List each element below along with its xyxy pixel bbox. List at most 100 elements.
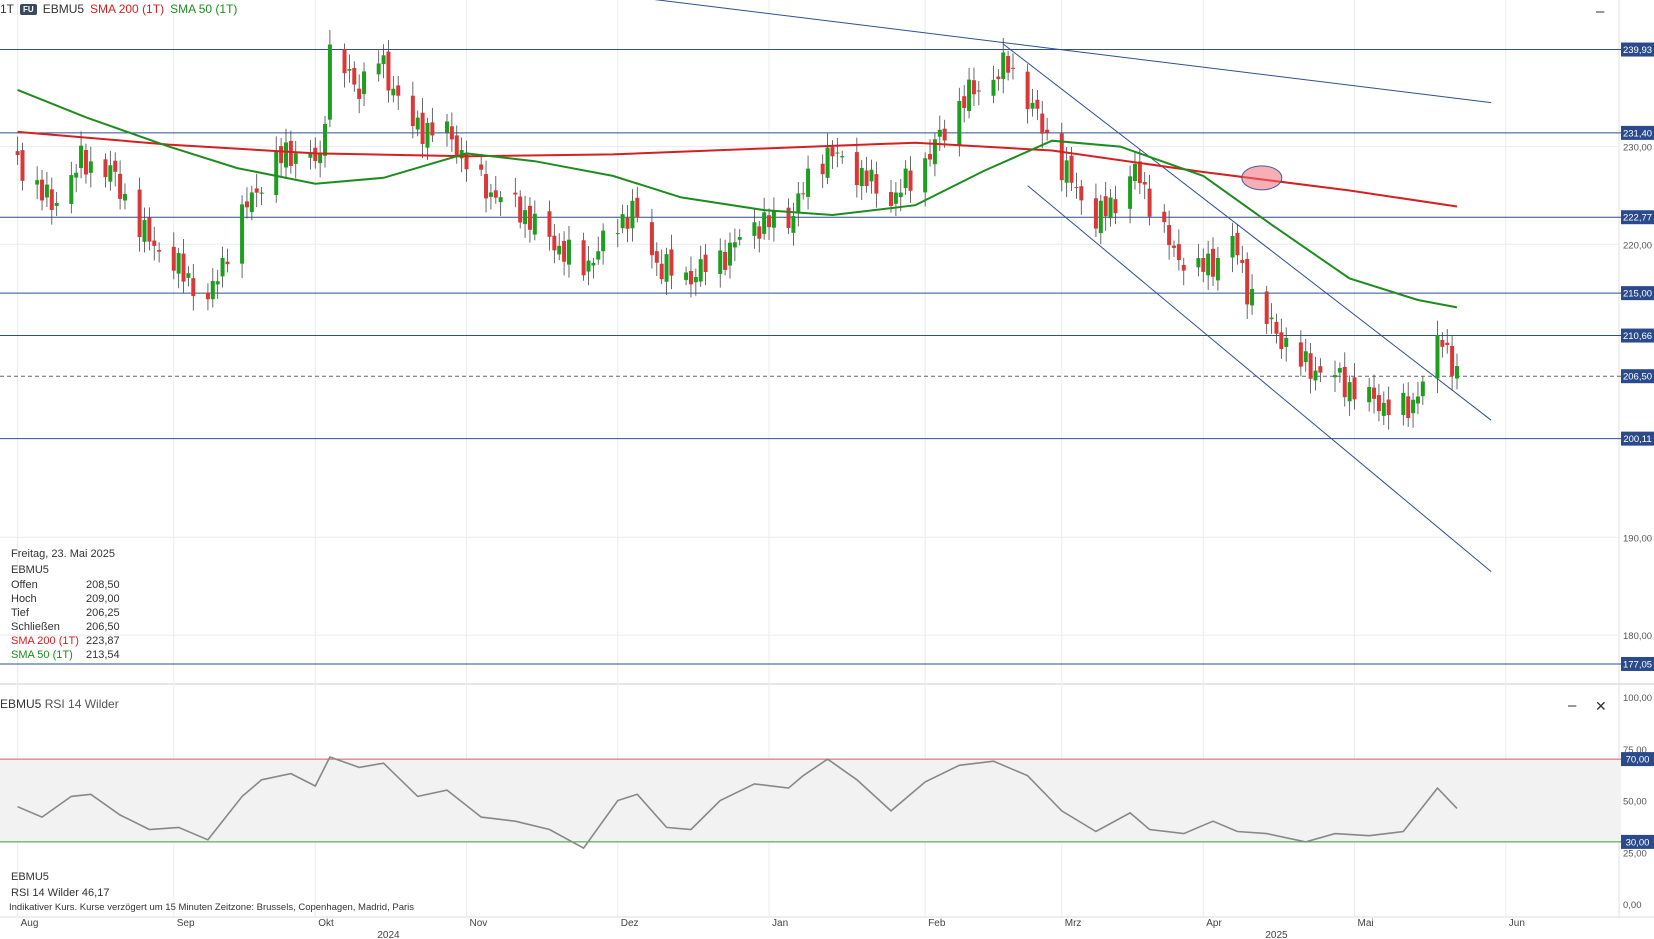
candle-body <box>410 95 415 127</box>
candle-body <box>420 112 425 144</box>
candle-body <box>425 122 430 148</box>
candle-body <box>249 192 254 213</box>
level-badge-label: 231,40 <box>1623 128 1652 139</box>
candle-body <box>523 210 528 225</box>
candle-body <box>1132 163 1137 181</box>
info-date: Freitag, 23. Mai 2025 <box>11 548 115 560</box>
candle-body <box>171 246 176 271</box>
candle-body <box>615 233 620 235</box>
candle-body <box>625 217 630 229</box>
candle-body <box>381 55 386 65</box>
candle-body <box>1450 345 1455 376</box>
candle-body <box>1215 257 1220 281</box>
candle-body <box>1040 113 1045 134</box>
candle-body <box>1142 181 1147 185</box>
level-badge-label: 215,00 <box>1623 289 1652 300</box>
candle-body <box>737 236 742 240</box>
trendline <box>654 0 1492 104</box>
candle-body <box>1250 288 1255 306</box>
level-badge <box>1621 42 1654 57</box>
close-rsi-button[interactable]: ✕ <box>1595 698 1607 714</box>
candle-body <box>347 69 352 71</box>
level-badge-label: 222,77 <box>1623 213 1652 224</box>
rsi-info-value: RSI 14 Wilder 46,17 <box>11 887 110 899</box>
candle-body <box>1045 129 1050 133</box>
rsi-lower-badge <box>1621 834 1654 849</box>
candle-body <box>210 281 215 300</box>
candle-body <box>1030 102 1035 109</box>
rsi-tick-label: 0,00 <box>1623 900 1642 911</box>
candle-body <box>1269 317 1274 320</box>
candle-body <box>484 174 489 199</box>
candle-body <box>1445 342 1450 345</box>
month-label-jan: Jan <box>772 918 788 929</box>
candle-body <box>1401 392 1406 415</box>
candle-body <box>362 71 367 95</box>
candle-body <box>908 170 913 191</box>
candle-body <box>669 249 674 276</box>
candle-body <box>69 175 74 204</box>
source-badge: FU <box>20 3 37 15</box>
sma200-legend[interactable]: SMA 200 (1T) <box>90 2 165 16</box>
price-tick-label: 180,00 <box>1623 631 1652 642</box>
minimize-main-button[interactable]: – <box>1596 3 1605 20</box>
candle-body <box>1274 321 1279 334</box>
candle-body <box>40 179 45 201</box>
candle-body <box>244 201 249 208</box>
candle-body <box>1284 337 1289 347</box>
candle-body <box>703 254 708 273</box>
month-label-jun: Jun <box>1509 918 1525 929</box>
candle-body <box>664 254 669 282</box>
candle-body <box>205 292 210 300</box>
info-row-open: Offen 208,50 <box>11 579 120 591</box>
candle-body <box>118 173 123 199</box>
candle-body <box>864 170 869 187</box>
candle-body <box>527 205 532 230</box>
candle-body <box>654 251 659 263</box>
candle-body <box>147 217 152 242</box>
level-badge-label: 210,66 <box>1623 331 1652 342</box>
candle-body <box>1025 71 1030 110</box>
candle-body <box>1264 291 1269 324</box>
rsi-tick-label: 50,00 <box>1623 797 1647 808</box>
candle-body <box>1313 370 1318 381</box>
candle-body <box>620 214 625 229</box>
candle-body <box>54 202 59 206</box>
year-label-2024: 2024 <box>377 930 400 939</box>
candle-body <box>1352 377 1357 400</box>
candle-body <box>659 263 664 280</box>
candle-body <box>122 193 127 201</box>
candle-body <box>445 121 450 133</box>
candle-body <box>1001 52 1006 80</box>
candle-body <box>1010 67 1015 69</box>
level-badge-label: 200,11 <box>1623 434 1651 445</box>
candle-body <box>240 204 245 264</box>
minimize-rsi-button[interactable]: – <box>1568 697 1577 714</box>
rsi-tick-label: 75,00 <box>1623 745 1647 756</box>
candle-body <box>1074 187 1079 189</box>
level-badge <box>1621 656 1654 671</box>
rsi-title-indicator[interactable]: RSI 14 Wilder <box>44 697 119 711</box>
candle-body <box>932 139 937 165</box>
candle-body <box>293 153 298 164</box>
candle-body <box>493 190 498 198</box>
level-badge <box>1621 125 1654 140</box>
level-badge <box>1621 431 1654 446</box>
month-label-nov: Nov <box>470 918 488 929</box>
candle-body <box>1308 353 1313 379</box>
candle-body <box>1367 387 1372 403</box>
candle-body <box>44 184 49 198</box>
candle-body <box>786 207 791 228</box>
candle-body <box>796 193 801 213</box>
candle-body <box>757 226 762 239</box>
candle-body <box>1171 245 1176 248</box>
candle-body <box>791 215 796 233</box>
candle-body <box>854 152 859 186</box>
chart-legend: 1T FU EBMU5 SMA 200 (1T) SMA 50 (1T) <box>0 2 237 16</box>
rsi-upper-label: 70,00 <box>1626 755 1650 766</box>
symbol-label[interactable]: EBMU5 <box>42 2 85 16</box>
candle-body <box>898 192 903 198</box>
sma50-legend[interactable]: SMA 50 (1T) <box>170 2 238 16</box>
candle-body <box>1035 99 1040 109</box>
